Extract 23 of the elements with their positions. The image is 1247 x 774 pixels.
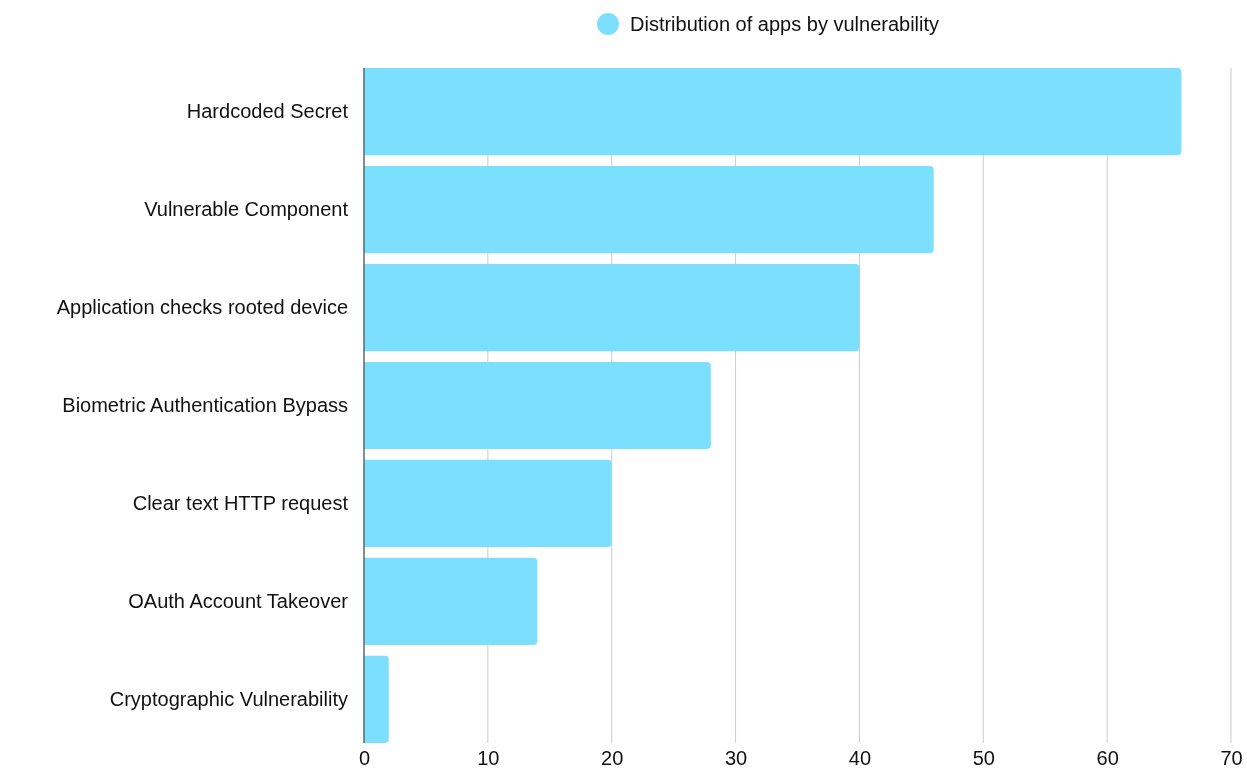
- x-tick-label: 50: [972, 747, 995, 770]
- y-tick-label: Cryptographic Vulnerability: [109, 687, 348, 710]
- x-tick-label: 40: [848, 747, 872, 770]
- bar: [364, 361, 711, 450]
- y-tick-label: Vulnerable Component: [144, 197, 349, 220]
- y-tick-label: Clear text HTTP request: [132, 491, 349, 514]
- x-tick-label: 30: [724, 747, 748, 770]
- x-tick-label: 20: [601, 747, 624, 770]
- y-tick-label: Application checks rooted device: [56, 295, 348, 318]
- x-tick-label: 0: [358, 747, 371, 770]
- x-tick-label: 70: [1220, 747, 1243, 770]
- bar: [364, 557, 538, 646]
- bar: [364, 459, 612, 548]
- bar: [364, 165, 934, 254]
- legend-label: Distribution of apps by vulnerability: [630, 13, 940, 35]
- y-tick-label: Biometric Authentication Bypass: [62, 393, 348, 416]
- y-tick-label: Hardcoded Secret: [186, 100, 349, 122]
- bar: [364, 68, 1182, 156]
- x-tick-label: 10: [477, 747, 500, 770]
- bar: [364, 655, 389, 743]
- x-tick-label: 60: [1096, 747, 1119, 770]
- bar: [364, 263, 860, 352]
- y-tick-label: OAuth Account Takeover: [128, 589, 349, 612]
